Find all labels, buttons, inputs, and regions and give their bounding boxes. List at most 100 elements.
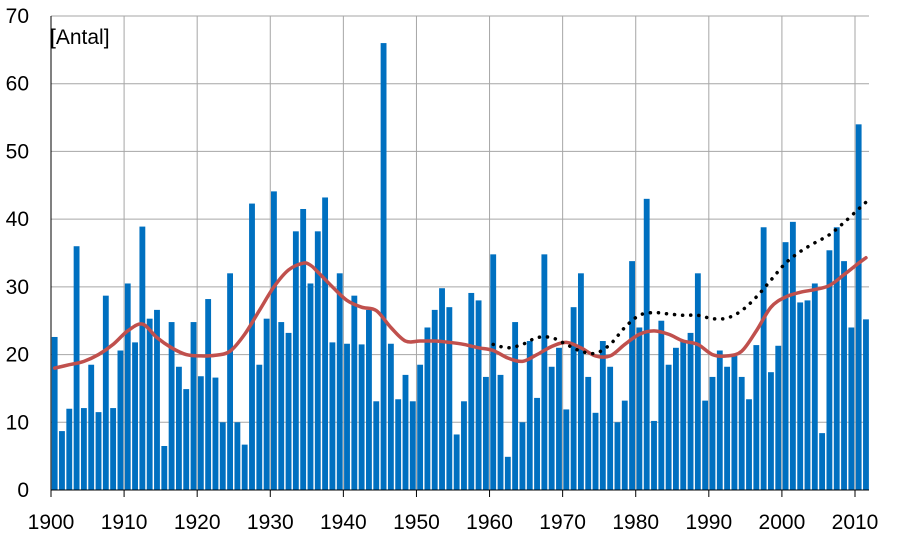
x-tick-label: 1940 <box>320 511 367 534</box>
bar <box>548 366 555 490</box>
bar <box>621 400 628 490</box>
bar <box>797 302 804 490</box>
bar <box>88 364 95 490</box>
bar <box>292 231 299 490</box>
bar <box>738 376 745 490</box>
x-tick-label: 1900 <box>28 511 75 534</box>
bar <box>475 300 482 490</box>
bar <box>461 401 467 490</box>
y-tick-label: 60 <box>6 73 29 96</box>
bar-series <box>51 43 869 491</box>
bar <box>51 336 58 490</box>
dotted-trend-line <box>491 200 868 356</box>
bar <box>782 242 789 490</box>
y-tick-label: 0 <box>17 479 29 502</box>
bar <box>329 342 336 490</box>
bar <box>175 366 182 490</box>
bar <box>59 431 65 490</box>
bar <box>863 319 869 490</box>
bar <box>307 283 314 490</box>
bar <box>694 273 701 490</box>
bar <box>249 203 255 490</box>
bar <box>716 350 723 490</box>
bar <box>709 376 716 490</box>
y-tick-label: 50 <box>6 140 29 163</box>
bar <box>724 366 731 490</box>
bar <box>417 364 424 490</box>
x-tick-label: 2010 <box>832 511 879 534</box>
bar <box>665 364 672 490</box>
bar <box>300 208 307 491</box>
bar <box>439 288 445 490</box>
bar <box>687 332 694 490</box>
bar <box>651 420 657 490</box>
x-tick-label: 1970 <box>539 511 586 534</box>
bar <box>263 318 270 490</box>
bar <box>753 345 760 490</box>
bar <box>833 227 840 490</box>
x-tick-label: 1950 <box>393 511 440 534</box>
y-tick-label: 40 <box>6 208 29 231</box>
smoothed-trend-line <box>52 255 868 370</box>
bar <box>585 376 592 490</box>
bar <box>351 295 358 490</box>
y-tick-label: 30 <box>6 276 29 299</box>
bar <box>102 295 109 490</box>
bar <box>497 374 504 490</box>
bar <box>556 347 562 490</box>
bar <box>197 376 204 490</box>
bar <box>841 261 847 490</box>
bar <box>285 332 292 490</box>
bar <box>234 422 241 490</box>
bar <box>241 444 248 490</box>
bar <box>512 322 519 490</box>
y-unit-label: [Antal] <box>50 26 110 49</box>
bar <box>402 374 409 490</box>
bar <box>570 307 577 490</box>
bar <box>643 198 650 490</box>
bar <box>541 254 548 490</box>
bar <box>154 309 160 490</box>
bar <box>504 456 511 490</box>
bar <box>490 254 497 490</box>
bar <box>599 341 606 490</box>
bar <box>117 350 124 490</box>
bar <box>789 221 796 490</box>
bar <box>468 292 475 490</box>
bar <box>746 399 752 490</box>
bar <box>636 327 643 490</box>
bar <box>731 355 738 490</box>
bar <box>366 309 372 490</box>
bar <box>526 341 533 490</box>
bar <box>446 307 453 490</box>
bar <box>95 412 102 490</box>
y-tick-label: 20 <box>6 344 29 367</box>
bar <box>139 226 146 490</box>
x-tick-label: 1990 <box>685 511 732 534</box>
bar <box>183 389 190 490</box>
bar <box>563 409 570 490</box>
bar <box>768 372 774 490</box>
bar <box>190 322 197 490</box>
bar <box>212 377 219 490</box>
grid-layer <box>51 15 869 490</box>
bar <box>205 299 212 490</box>
bar <box>482 376 489 490</box>
bar <box>110 408 117 490</box>
bar <box>314 231 321 490</box>
bar <box>146 318 153 490</box>
bar <box>409 401 416 490</box>
bar <box>358 344 365 490</box>
x-tick-label: 1980 <box>612 511 659 534</box>
bar <box>614 422 621 490</box>
x-tick-label: 1910 <box>101 511 148 534</box>
bar <box>811 283 818 490</box>
bar <box>819 433 826 490</box>
bar <box>336 273 343 490</box>
bar <box>344 343 350 490</box>
bar <box>848 327 855 490</box>
bar <box>219 422 226 490</box>
bar <box>680 341 687 490</box>
